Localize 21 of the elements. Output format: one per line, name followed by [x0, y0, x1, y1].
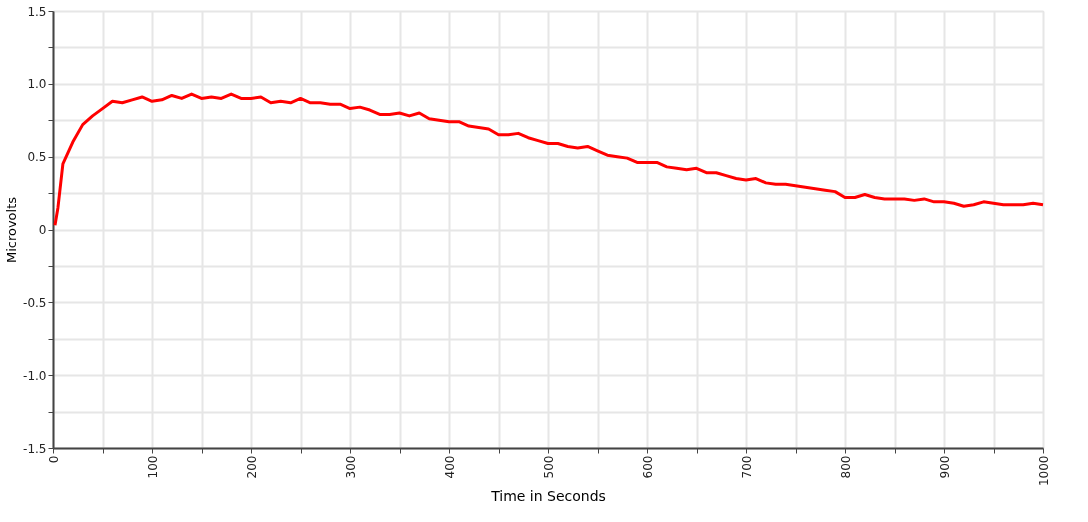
x-tick-label: 300 — [343, 455, 358, 479]
x-tick-label: 600 — [640, 455, 655, 479]
y-tick-label: 1.5 — [27, 4, 47, 19]
x-tick-label: 100 — [145, 455, 160, 479]
y-tick-label: -1.5 — [23, 441, 47, 456]
y-axis-title: Microvolts — [4, 196, 20, 264]
x-tick-label: 200 — [244, 455, 259, 479]
y-tick-label: -0.5 — [23, 295, 47, 310]
x-tick-label: 700 — [739, 455, 754, 479]
x-tick-label: 0 — [46, 455, 61, 464]
line-series — [53, 92, 1045, 227]
x-axis-title: Time in Seconds — [490, 488, 606, 505]
x-tick-label: 1000 — [1036, 455, 1051, 487]
x-tick-label: 500 — [541, 455, 556, 479]
x-tick-label: 400 — [442, 455, 457, 479]
x-tick-label: 800 — [838, 455, 853, 479]
y-tick-label: -1.0 — [23, 368, 47, 383]
y-tick-label: 0 — [38, 223, 47, 237]
y-tick-label: 1.0 — [27, 77, 47, 92]
x-tick-label: 900 — [937, 455, 952, 479]
y-tick-label: 0.5 — [27, 150, 47, 165]
